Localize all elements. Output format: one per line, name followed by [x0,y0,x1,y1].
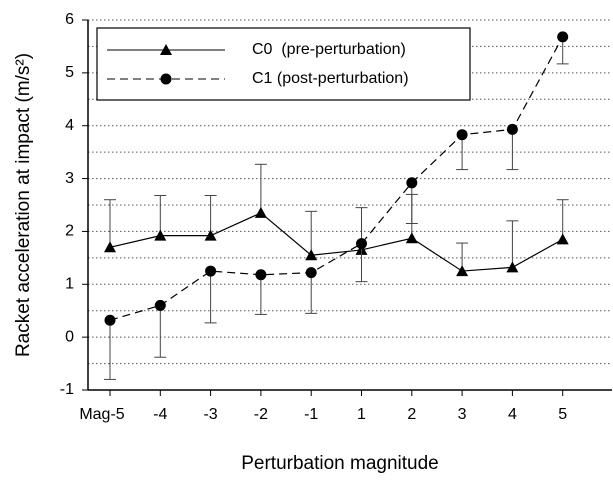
legend-label: C1 (post-perturbation) [252,70,409,87]
data-point [104,314,116,326]
data-point [154,229,167,241]
x-tick-label: 2 [407,406,416,423]
y-tick-label: 1 [65,276,74,293]
data-point [557,31,569,43]
x-tick-label: Mag-5 [79,406,124,423]
x-tick-label: -2 [254,406,268,423]
series-line [109,212,563,272]
legend-marker [160,73,172,85]
data-point [254,206,267,218]
y-tick-label: 3 [65,170,74,187]
data-point [356,238,367,250]
data-point [255,269,267,281]
data-point [456,265,469,277]
x-tick-label: 4 [508,406,517,423]
data-point [204,229,217,241]
x-tick-label: -1 [304,406,318,423]
data-point [154,299,166,311]
legend-box [96,27,471,101]
legend-label: C0 (pre-perturbation) [252,41,406,58]
data-point [104,241,116,253]
y-axis-label: Racket acceleration at impact (m/s²) [13,53,34,357]
y-tick-label: 2 [65,223,74,240]
x-tick-label: -3 [203,406,217,423]
y-tick-label: 4 [65,117,74,134]
data-point [556,233,569,245]
x-tick-label: 3 [458,406,467,423]
y-tick-label: 5 [65,64,74,81]
data-point [406,177,418,189]
x-tick-label: 1 [357,406,366,423]
y-tick-label: 0 [65,328,74,345]
y-tick-label: 6 [65,11,74,28]
x-tick-label: 5 [558,406,567,423]
data-point [405,232,418,244]
legend-marker [160,44,172,55]
y-tick-label: -1 [60,381,74,398]
data-point [205,265,217,277]
data-point [456,129,468,141]
data-point [305,267,317,279]
x-tick-label: -4 [153,406,167,423]
data-point [506,261,519,273]
series-line [109,36,564,321]
x-axis-label: Perturbation magnitude [241,453,439,474]
data-point [305,249,318,261]
data-point [506,123,518,135]
